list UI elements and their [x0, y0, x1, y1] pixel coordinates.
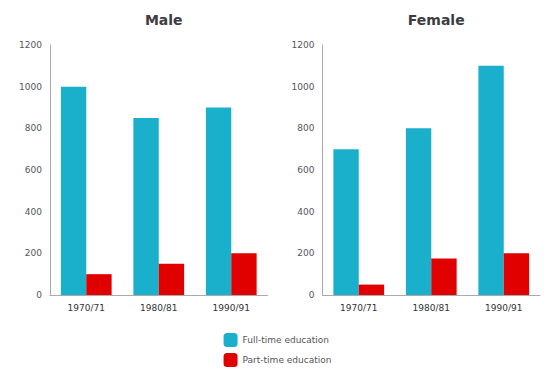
svg-text:400: 400 — [25, 207, 42, 217]
svg-text:1000: 1000 — [19, 82, 42, 92]
svg-text:600: 600 — [25, 165, 42, 175]
svg-text:Female: Female — [408, 12, 465, 28]
svg-text:1980/81: 1980/81 — [140, 303, 177, 313]
svg-text:600: 600 — [297, 165, 314, 175]
svg-text:1000: 1000 — [292, 82, 315, 92]
svg-text:Full-time education: Full-time education — [243, 335, 330, 345]
svg-text:400: 400 — [297, 207, 314, 217]
svg-text:1970/71: 1970/71 — [340, 303, 377, 313]
svg-text:1970/71: 1970/71 — [68, 303, 105, 313]
svg-text:Part-time education: Part-time education — [243, 355, 332, 365]
svg-text:1200: 1200 — [292, 40, 315, 50]
svg-text:200: 200 — [297, 248, 314, 258]
svg-text:200: 200 — [25, 248, 42, 258]
svg-text:0: 0 — [36, 290, 42, 300]
svg-text:1980/81: 1980/81 — [413, 303, 450, 313]
svg-text:800: 800 — [25, 123, 42, 133]
svg-text:1990/91: 1990/91 — [485, 303, 522, 313]
svg-text:Male: Male — [145, 12, 183, 28]
svg-text:0: 0 — [309, 290, 315, 300]
svg-text:800: 800 — [297, 123, 314, 133]
svg-text:1200: 1200 — [19, 40, 42, 50]
svg-text:1990/91: 1990/91 — [213, 303, 250, 313]
